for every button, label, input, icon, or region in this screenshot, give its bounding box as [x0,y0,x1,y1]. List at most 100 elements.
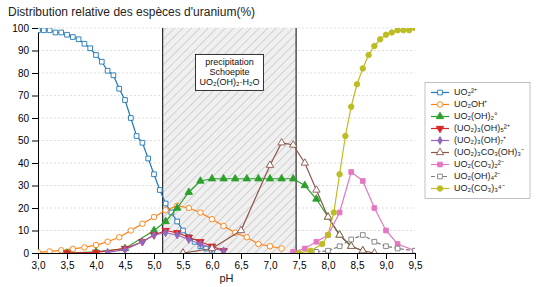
y-tick: 80 [18,68,38,79]
x-tick-label: 7,0 [264,260,278,271]
legend-label: (UO₂)₃(OH)₅²⁺ [454,123,510,133]
y-tick: 0 [23,248,38,259]
legend-marker [438,162,443,167]
legend-label: (UO₂)₃CO₃(OH)₃⁻ [454,147,524,157]
series-marker [343,133,349,139]
x-tick-label: 9,0 [380,260,394,271]
series-marker [289,141,296,147]
series-marker [296,250,302,253]
series-marker [372,206,377,211]
series-marker [140,238,145,246]
series-marker [140,140,145,145]
series-marker [395,28,401,33]
x-tick-mark [299,253,300,259]
series-marker [163,201,168,206]
x-tick: 6,5 [235,253,249,271]
series-marker [76,37,81,42]
y-tick-mark [32,141,38,142]
series-marker [347,242,354,248]
series-marker [70,35,75,40]
series-marker [360,233,365,238]
series-marker [324,213,331,219]
series-marker [395,246,400,251]
legend-entry: UO₂OH⁺ [431,99,488,109]
legend-entry: UO₂(CO₃)₃⁴⁻ [431,183,505,193]
y-tick-label: 20 [18,203,30,214]
series [38,28,214,253]
series-line [293,172,415,252]
series-marker [146,156,151,161]
series-marker [366,52,372,58]
series-marker [266,174,273,180]
y-tick-label: 30 [18,180,30,191]
x-tick-label: 8,5 [351,260,365,271]
x-tick: 5,5 [177,253,191,271]
series-marker [377,36,383,42]
y-axis: 0102030405060708090100 [12,23,38,259]
y-tick-label: 90 [18,45,30,56]
x-tick-label: 4,0 [90,260,104,271]
series-marker [47,28,52,33]
y-tick-mark [32,163,38,164]
series-marker [266,161,273,167]
series-marker [59,30,64,35]
series-marker [412,28,415,31]
y-tick-label: 0 [23,248,29,259]
legend-marker [438,137,443,145]
precipitation-text: Schoepite [209,67,249,77]
series-marker [197,177,204,183]
series-marker [314,239,319,244]
series-marker [301,181,308,187]
y-tick-mark [32,28,38,29]
series-marker [220,174,227,180]
series-marker [88,46,93,51]
series-marker [111,73,116,78]
x-tick: 9,5 [409,253,423,271]
legend-entry: (UO₂)₃CO₃(OH)₃⁻ [431,147,524,157]
x-tick-mark [125,253,126,259]
x-tick: 4,5 [119,253,133,271]
data-area [38,28,415,253]
x-tick-mark [241,253,242,259]
y-tick: 50 [18,135,38,146]
x-tick: 5,0 [148,253,162,271]
y-tick: 100 [12,23,38,34]
series-marker [208,244,215,250]
series-marker [179,249,186,253]
series-marker [231,174,238,180]
y-tick-mark [32,73,38,74]
x-tick-mark [357,253,358,259]
series-marker [92,250,99,253]
y-axis-line [32,29,39,254]
series-marker [384,228,389,233]
series-marker [413,248,415,253]
series-line [38,30,212,251]
x-tick-mark [154,253,155,259]
legend-marker [436,148,443,154]
series-marker [372,239,377,244]
series-marker [336,231,343,237]
x-tick-label: 5,5 [177,260,191,271]
series-marker [208,174,215,180]
series-marker [63,251,70,253]
series-marker [58,248,64,253]
y-tick-label: 40 [18,158,30,169]
y-tick-mark [32,96,38,97]
series-marker [371,249,378,253]
y-tick-label: 10 [18,225,30,236]
precipitation-box [195,54,263,90]
y-tick: 70 [18,90,38,101]
legend-label: UO₂(OH)₂° [454,111,498,121]
series-marker [94,53,99,58]
series-marker [308,248,314,253]
series-marker [128,228,134,234]
x-axis-line [39,254,416,260]
y-tick-mark [32,118,38,119]
series-line [67,231,224,254]
chart: Distribution relative des espèces d'uran… [0,0,543,287]
series-marker [175,219,180,224]
legend-marker [437,102,443,108]
x-tick-mark [328,253,329,259]
x-tick-label: 3,0 [32,260,46,271]
series-marker [41,28,46,33]
